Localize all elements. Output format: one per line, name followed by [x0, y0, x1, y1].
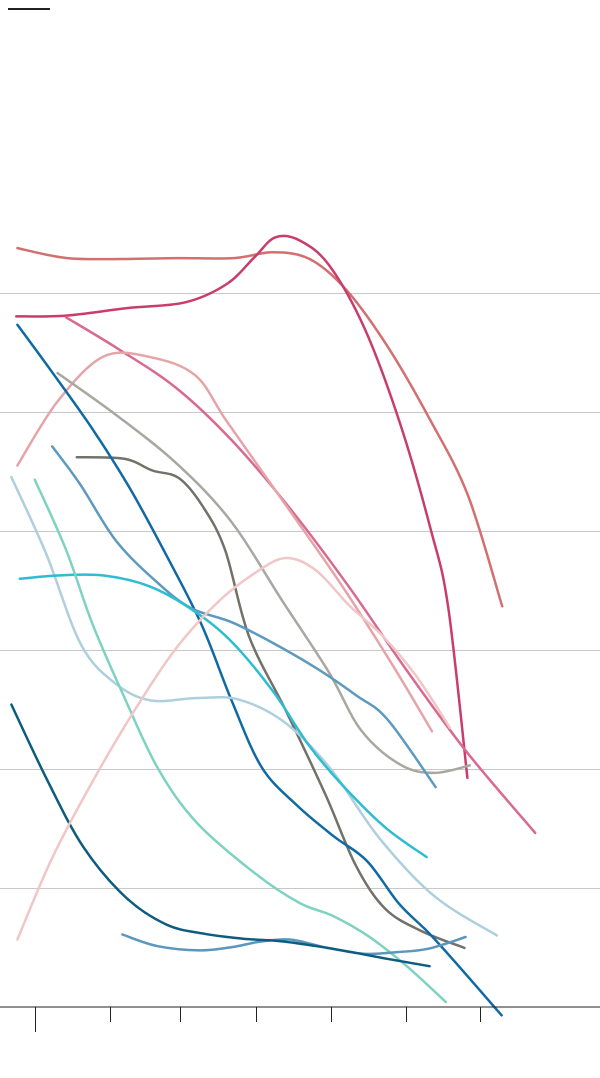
- series-line-7: [16, 323, 503, 1017]
- series-line-3: [64, 316, 537, 835]
- series-line-2: [14, 234, 469, 780]
- series-line-11: [33, 478, 448, 1004]
- series-line-6: [75, 455, 466, 950]
- series-line-9: [10, 475, 499, 937]
- series-line-5: [56, 371, 472, 775]
- chart-grid: [0, 293, 600, 889]
- series-line-8: [50, 445, 437, 789]
- x-axis-ticks: [35, 1007, 481, 1032]
- chart-series-group: [10, 234, 537, 1017]
- series-line-13: [10, 703, 431, 968]
- series-line-4: [16, 351, 434, 733]
- series-line-12: [121, 933, 467, 956]
- series-line-14: [16, 556, 452, 941]
- series-line-10: [18, 573, 428, 859]
- series-line-1: [16, 246, 504, 608]
